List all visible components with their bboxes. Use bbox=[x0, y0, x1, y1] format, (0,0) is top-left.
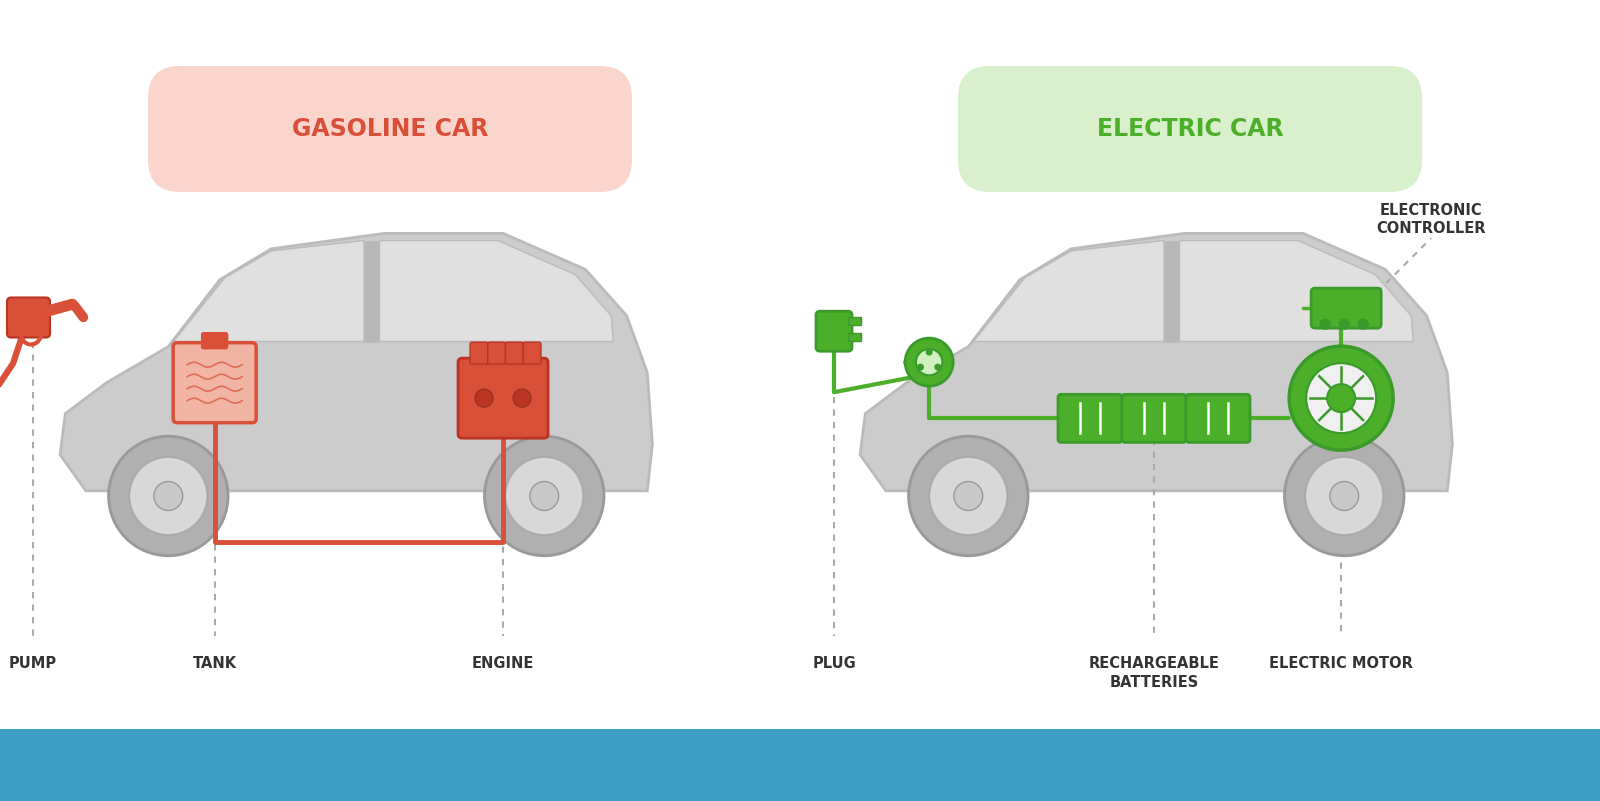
Circle shape bbox=[1339, 319, 1349, 329]
Circle shape bbox=[1358, 319, 1368, 329]
FancyBboxPatch shape bbox=[488, 342, 506, 364]
FancyBboxPatch shape bbox=[147, 66, 632, 192]
Circle shape bbox=[926, 348, 933, 356]
FancyBboxPatch shape bbox=[1186, 394, 1250, 442]
Circle shape bbox=[1326, 384, 1355, 413]
Circle shape bbox=[1290, 346, 1394, 450]
Circle shape bbox=[934, 364, 941, 371]
FancyBboxPatch shape bbox=[1122, 394, 1186, 442]
Circle shape bbox=[109, 437, 229, 556]
Circle shape bbox=[906, 338, 954, 386]
Text: ELECTRIC CAR: ELECTRIC CAR bbox=[1096, 117, 1283, 141]
Circle shape bbox=[530, 481, 558, 510]
Polygon shape bbox=[1165, 240, 1179, 341]
Circle shape bbox=[909, 437, 1029, 556]
Text: TANK: TANK bbox=[192, 656, 237, 671]
Bar bbox=[848, 317, 861, 325]
Polygon shape bbox=[1179, 240, 1413, 341]
Text: PUMP: PUMP bbox=[10, 656, 58, 671]
Circle shape bbox=[917, 364, 923, 371]
FancyBboxPatch shape bbox=[458, 358, 549, 438]
Circle shape bbox=[475, 389, 493, 407]
Text: ELECTRONIC
CONTROLLER: ELECTRONIC CONTROLLER bbox=[1376, 203, 1486, 236]
Bar bbox=[848, 333, 861, 341]
Text: PLUG: PLUG bbox=[813, 656, 856, 671]
FancyArrowPatch shape bbox=[48, 304, 72, 311]
Polygon shape bbox=[973, 240, 1165, 341]
Circle shape bbox=[1285, 437, 1403, 556]
Circle shape bbox=[1320, 319, 1330, 329]
Circle shape bbox=[1306, 363, 1376, 433]
FancyBboxPatch shape bbox=[202, 332, 227, 348]
Polygon shape bbox=[861, 233, 1453, 491]
FancyBboxPatch shape bbox=[958, 66, 1422, 192]
Circle shape bbox=[514, 389, 531, 407]
Text: RECHARGEABLE
BATTERIES: RECHARGEABLE BATTERIES bbox=[1088, 656, 1219, 690]
Text: ELECTRIC MOTOR: ELECTRIC MOTOR bbox=[1269, 656, 1413, 671]
Polygon shape bbox=[363, 240, 379, 341]
FancyBboxPatch shape bbox=[6, 297, 50, 337]
Circle shape bbox=[506, 457, 584, 535]
Circle shape bbox=[1330, 481, 1358, 510]
FancyBboxPatch shape bbox=[523, 342, 541, 364]
Text: GASOLINE CAR: GASOLINE CAR bbox=[291, 117, 488, 141]
FancyBboxPatch shape bbox=[506, 342, 523, 364]
Circle shape bbox=[154, 481, 182, 510]
Text: ENGINE: ENGINE bbox=[472, 656, 534, 671]
FancyBboxPatch shape bbox=[816, 312, 851, 351]
Circle shape bbox=[954, 481, 982, 510]
Circle shape bbox=[915, 349, 942, 376]
Bar bbox=[0, 729, 1600, 801]
FancyBboxPatch shape bbox=[173, 343, 256, 423]
FancyBboxPatch shape bbox=[1058, 394, 1122, 442]
FancyArrowPatch shape bbox=[75, 306, 83, 317]
FancyBboxPatch shape bbox=[470, 342, 488, 364]
Circle shape bbox=[1306, 457, 1384, 535]
Circle shape bbox=[130, 457, 208, 535]
Circle shape bbox=[930, 457, 1008, 535]
Circle shape bbox=[485, 437, 603, 556]
Polygon shape bbox=[61, 233, 653, 491]
FancyBboxPatch shape bbox=[1310, 288, 1381, 328]
Polygon shape bbox=[379, 240, 613, 341]
Polygon shape bbox=[173, 240, 363, 341]
